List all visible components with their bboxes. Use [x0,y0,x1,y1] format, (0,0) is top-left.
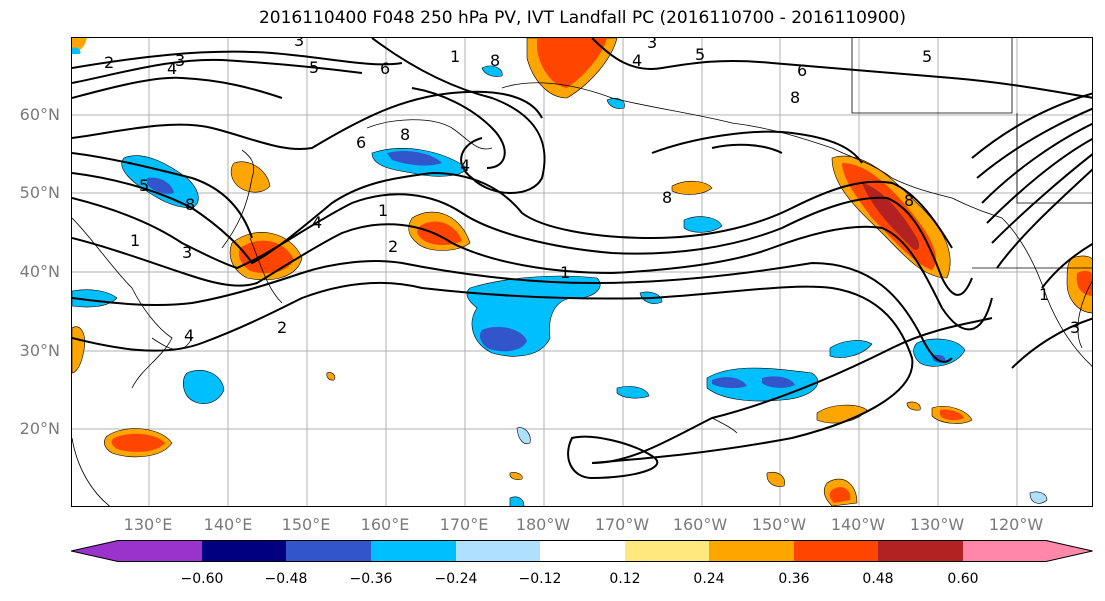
lon-label-130w: 130°W [909,515,965,534]
contour-label: 5 [309,58,319,77]
contour-label: 3 [1070,318,1080,337]
contour-label: 2 [104,53,114,72]
map-canvas: 2 4 3 3 5 6 1 8 4 3 5 6 5 8 6 8 4 5 8 1 … [72,38,1092,506]
contour-label: 5 [922,47,932,66]
figure-title: 2016110400 F048 250 hPa PV, IVT Landfall… [258,8,906,28]
colorbar-tick-label: −0.12 [518,571,562,587]
colorbar-segment [540,540,625,562]
lat-label-60n: 60°N [19,105,60,124]
contour-label: 1 [560,263,570,282]
contour-label: 1 [450,47,460,66]
contour-label: 4 [460,156,470,175]
contour-label: 3 [182,243,192,262]
contour-label: 3 [647,38,657,52]
colorbar-tick-label: −0.48 [264,571,308,587]
lon-label-150w: 150°W [751,515,807,534]
contour-label: 8 [490,51,500,70]
colorbar-tick-label: 0.60 [947,571,979,587]
colorbar-segment [456,540,540,562]
contour-label: 8 [904,191,914,210]
colorbar-tick-label: 0.36 [778,571,810,587]
colorbar-segment [286,540,371,562]
pv-contours [72,38,1092,480]
colorbar-tick-label: −0.60 [180,571,224,587]
contour-label: 4 [312,213,322,232]
colorbar-segment [963,540,1093,562]
contour-label: 8 [662,188,672,207]
colorbar-segment [625,540,709,562]
contour-label: 4 [184,326,194,345]
colorbar [71,540,1093,562]
positive-ivt-shading [72,38,1092,506]
lon-label-140e: 140°E [203,515,253,534]
contour-label: 6 [380,59,390,78]
contour-label: 3 [294,38,304,50]
contour-label: 1 [378,201,388,220]
contour-label: 4 [167,59,177,78]
lon-label-160w: 160°W [672,515,728,534]
lon-label-180w: 180°W [515,515,571,534]
contour-label: 5 [695,45,705,64]
contour-label: 3 [175,51,185,70]
colorbar-tick-label: 0.24 [693,571,725,587]
contour-label: 8 [185,195,195,214]
colorbar-segment [71,540,202,562]
colorbar-tick-label: 0.48 [862,571,894,587]
lat-label-20n: 20°N [19,419,60,438]
colorbar-tick-label: −0.24 [434,571,478,587]
contour-label: 6 [797,61,807,80]
colorbar-tick-label: −0.36 [349,571,393,587]
colorbar-segment [202,540,286,562]
lon-label-160e: 160°E [360,515,410,534]
lon-label-120w: 120°W [988,515,1044,534]
lon-label-170e: 170°E [439,515,489,534]
contour-label: 5 [139,176,149,195]
contour-label: 2 [388,237,398,256]
contour-label: 6 [356,133,366,152]
lat-label-40n: 40°N [19,262,60,281]
contour-labels: 2 4 3 3 5 6 1 8 4 3 5 6 5 8 6 8 4 5 8 1 … [104,38,1080,345]
contour-label: 1 [1039,285,1049,304]
lon-label-150e: 150°E [281,515,331,534]
map-panel: 2 4 3 3 5 6 1 8 4 3 5 6 5 8 6 8 4 5 8 1 … [71,37,1093,507]
lat-label-50n: 50°N [19,183,60,202]
lon-label-130e: 130°E [123,515,173,534]
contour-label: 2 [277,318,287,337]
colorbar-tick-label: 0.12 [609,571,641,587]
colorbar-segment [709,540,794,562]
lon-label-170w: 170°W [594,515,650,534]
colorbar-segment [878,540,963,562]
lon-label-140w: 140°W [830,515,886,534]
lat-label-30n: 30°N [19,341,60,360]
contour-label: 4 [632,51,642,70]
contour-label: 8 [790,88,800,107]
contour-label: 1 [130,231,140,250]
contour-label: 8 [400,125,410,144]
colorbar-segment [794,540,878,562]
coastlines [72,38,1092,506]
colorbar-segment [371,540,456,562]
